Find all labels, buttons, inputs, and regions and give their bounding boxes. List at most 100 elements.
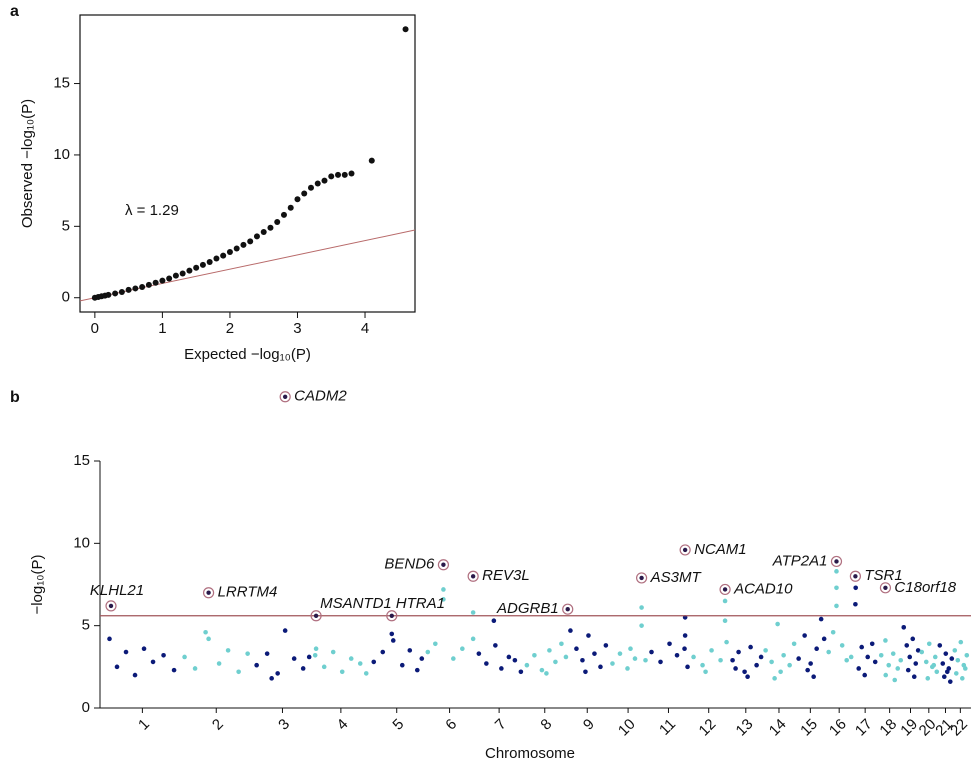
snp-point	[544, 671, 549, 676]
snp-point	[506, 654, 512, 660]
qq-point	[341, 171, 348, 178]
snp-point	[236, 669, 241, 675]
snp-point	[518, 669, 524, 675]
snp-point	[722, 618, 728, 624]
x-tick-label: 22	[947, 716, 971, 740]
snp-point	[722, 598, 728, 604]
snp-point	[940, 661, 946, 666]
x-tick-label: 12	[696, 716, 720, 740]
snp-point	[682, 646, 687, 652]
hit-point	[313, 613, 319, 618]
x-tick-label: 6	[442, 716, 460, 734]
qq-point	[307, 184, 314, 191]
snp-point	[733, 666, 738, 671]
snp-point	[321, 664, 327, 670]
snp-point	[580, 657, 585, 663]
snp-point	[484, 661, 489, 666]
qq-point	[280, 211, 287, 218]
snp-point	[947, 679, 953, 684]
snp-point	[910, 636, 916, 642]
hit-point	[470, 574, 476, 579]
snp-point	[312, 653, 318, 658]
snp-point	[748, 644, 753, 650]
qq-point	[301, 190, 308, 197]
qq-point	[247, 238, 254, 245]
snp-point	[603, 643, 609, 648]
gene-label: ATP2A1	[772, 552, 828, 569]
snp-point	[433, 641, 438, 647]
snp-point	[856, 666, 861, 671]
qq-point	[267, 224, 274, 231]
hit-ring	[202, 587, 215, 599]
qq-point	[314, 180, 321, 187]
qq-point	[199, 261, 206, 268]
snp-point	[724, 639, 729, 645]
snp-point	[547, 648, 552, 653]
x-tick-label: 4	[334, 716, 352, 734]
hit-point	[108, 603, 114, 609]
y-tick-label: 0	[82, 699, 90, 716]
snp-point	[941, 674, 947, 680]
snp-point	[869, 641, 875, 647]
y-axis-label: −log₁₀(P)	[29, 554, 46, 614]
y-axis-label: Observed −log₁₀(P)	[19, 99, 36, 228]
snp-point	[512, 657, 518, 663]
snp-point	[123, 649, 129, 655]
snp-point	[754, 662, 759, 668]
snp-point	[141, 646, 147, 652]
snp-point	[934, 669, 940, 675]
snp-point	[451, 656, 456, 661]
hit-ring	[879, 582, 892, 594]
x-axis-label: Expected −log₁₀(P)	[184, 346, 311, 363]
snp-point	[639, 623, 644, 628]
snp-point	[834, 603, 839, 609]
snp-point	[772, 676, 777, 681]
x-tick-label: 0	[91, 320, 99, 337]
x-tick-label: 1	[135, 716, 153, 734]
snp-point	[872, 659, 878, 665]
snp-point	[539, 667, 545, 673]
snp-point	[913, 661, 919, 666]
snp-point	[524, 662, 530, 668]
snp-point	[171, 667, 177, 673]
snp-point	[568, 628, 573, 633]
snp-point	[586, 633, 591, 638]
snp-point	[791, 641, 797, 647]
snp-point	[890, 651, 896, 656]
hit-point	[834, 559, 839, 564]
y-tick-label: 5	[62, 217, 70, 234]
snp-point	[245, 651, 250, 656]
snp-point	[830, 629, 836, 635]
x-tick-label: 10	[615, 716, 639, 740]
snp-point	[958, 639, 964, 645]
x-tick-label: 2	[226, 320, 234, 337]
snp-point	[282, 628, 288, 633]
snp-point	[114, 664, 120, 670]
y-tick-label: 15	[53, 75, 70, 92]
y-tick-label: 0	[62, 289, 70, 306]
x-tick-label: 7	[492, 716, 510, 734]
snp-point	[132, 672, 138, 678]
hit-point	[639, 575, 644, 581]
snp-point	[811, 674, 816, 680]
qq-point	[118, 289, 125, 296]
x-tick-label: 3	[293, 320, 301, 337]
gene-label: REV3L	[482, 567, 530, 584]
x-tick-label: 3	[275, 716, 293, 734]
gene-label: TSR1	[864, 567, 902, 584]
y-tick-label: 10	[73, 534, 90, 551]
snp-point	[883, 672, 889, 678]
hit-point	[441, 562, 446, 567]
hit-point	[722, 587, 728, 592]
qq-point	[105, 291, 112, 298]
snp-point	[853, 601, 858, 607]
x-tick-label: 16	[826, 716, 850, 740]
snp-point	[254, 662, 259, 668]
gene-label: NCAM1	[694, 541, 747, 558]
qq-point	[348, 170, 355, 177]
snp-point	[441, 587, 446, 592]
snp-point	[625, 666, 630, 671]
snp-point	[758, 654, 764, 660]
x-tick-label: 14	[766, 716, 790, 740]
